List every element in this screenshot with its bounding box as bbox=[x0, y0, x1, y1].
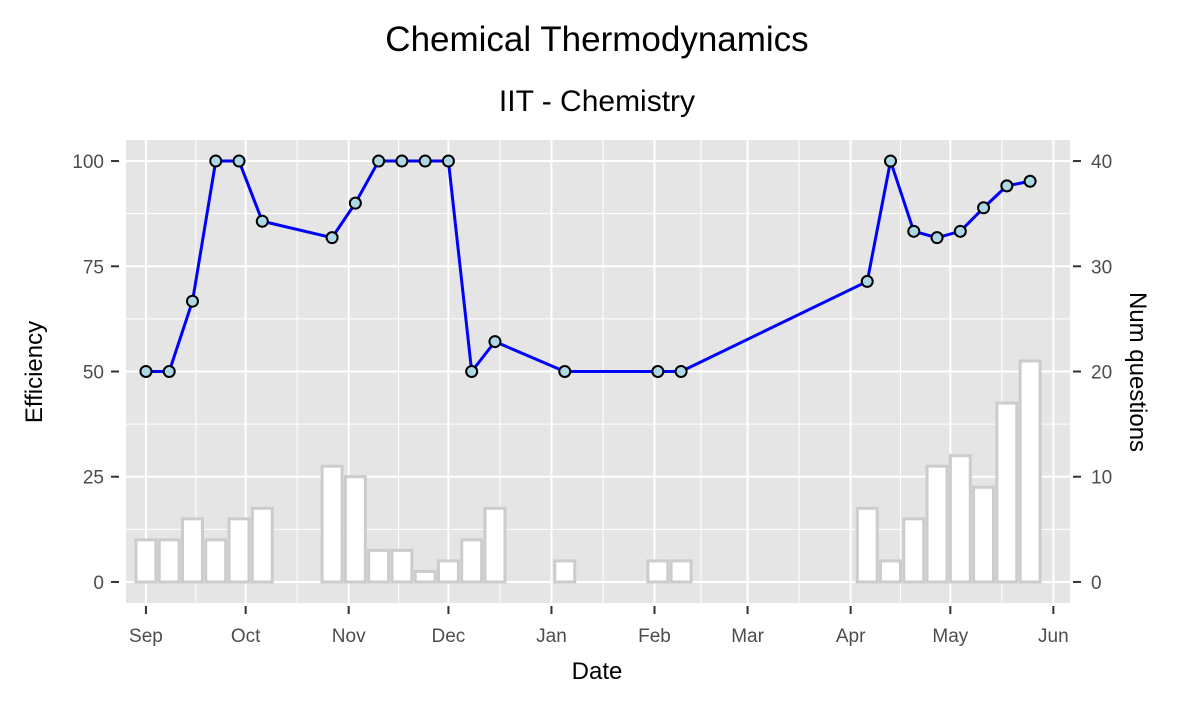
x-tick-label: Nov bbox=[332, 626, 366, 647]
efficiency-point bbox=[185, 294, 199, 308]
question-bar bbox=[995, 401, 1019, 584]
x-tick-label: Sep bbox=[129, 626, 163, 647]
y-axis-left: 0 25 50 75 100 bbox=[72, 152, 119, 594]
efficiency-point bbox=[232, 154, 246, 168]
y2-axis-title: Num questions bbox=[1124, 292, 1151, 452]
question-bar bbox=[413, 569, 437, 584]
x-tick-label: Dec bbox=[432, 626, 466, 647]
efficiency-point bbox=[441, 154, 455, 168]
question-bar bbox=[436, 559, 460, 584]
y-tick-label: 0 bbox=[93, 573, 104, 594]
y-tick-label: 75 bbox=[83, 257, 104, 278]
y-tick-label: 100 bbox=[72, 152, 104, 173]
efficiency-point bbox=[977, 201, 991, 215]
efficiency-point bbox=[348, 196, 362, 210]
question-bar bbox=[390, 548, 414, 584]
question-bar bbox=[367, 548, 391, 584]
y2-tick-label: 30 bbox=[1091, 257, 1112, 278]
question-bar bbox=[250, 506, 274, 584]
chart-title: Chemical Thermodynamics bbox=[385, 20, 808, 59]
efficiency-point bbox=[1000, 179, 1014, 193]
y2-tick-label: 10 bbox=[1091, 468, 1112, 489]
x-tick-label: May bbox=[932, 626, 968, 647]
chart-subtitle: IIT - Chemistry bbox=[499, 85, 695, 118]
efficiency-point bbox=[255, 214, 269, 228]
y-axis-right: 0 10 20 30 40 bbox=[1073, 152, 1112, 594]
x-axis-title: Date bbox=[572, 658, 623, 685]
question-bar bbox=[320, 464, 344, 584]
efficiency-point bbox=[209, 154, 223, 168]
x-tick-label: Jan bbox=[536, 626, 567, 647]
question-bar bbox=[157, 538, 181, 584]
efficiency-point bbox=[465, 365, 479, 378]
question-bar bbox=[483, 506, 507, 584]
efficiency-point bbox=[325, 231, 339, 245]
question-bar bbox=[134, 538, 158, 584]
x-tick-label: Apr bbox=[836, 626, 866, 647]
efficiency-point bbox=[418, 154, 432, 168]
efficiency-point bbox=[674, 365, 688, 378]
question-bar bbox=[948, 454, 972, 584]
question-bars bbox=[134, 359, 1042, 584]
question-bar bbox=[855, 506, 879, 584]
efficiency-point bbox=[139, 365, 153, 378]
x-axis: Sep Oct Nov Dec Jan Feb Mar Apr May Jun bbox=[129, 606, 1069, 647]
question-bar bbox=[925, 464, 949, 584]
question-bar bbox=[902, 517, 926, 584]
question-bar bbox=[227, 517, 251, 584]
y-axis-title: Efficiency bbox=[21, 321, 48, 423]
question-bar bbox=[646, 559, 670, 584]
question-bar bbox=[343, 475, 367, 584]
x-tick-label: Feb bbox=[638, 626, 671, 647]
efficiency-point bbox=[372, 154, 386, 168]
efficiency-point bbox=[1023, 174, 1037, 188]
y-tick-label: 50 bbox=[83, 363, 104, 384]
question-bar bbox=[181, 517, 204, 584]
question-bar bbox=[460, 538, 484, 584]
question-bar bbox=[972, 485, 996, 584]
efficiency-point bbox=[953, 224, 967, 238]
x-tick-label: Oct bbox=[231, 626, 261, 647]
question-bar bbox=[669, 559, 693, 584]
efficiency-point bbox=[162, 365, 176, 378]
x-tick-label: Mar bbox=[731, 626, 764, 647]
efficiency-point bbox=[651, 365, 665, 378]
efficiency-point bbox=[558, 365, 572, 378]
question-bar bbox=[1018, 359, 1042, 584]
x-tick-label: Jun bbox=[1038, 626, 1069, 647]
y2-tick-label: 20 bbox=[1091, 363, 1112, 384]
efficiency-point bbox=[884, 154, 898, 168]
efficiency-point bbox=[907, 224, 921, 238]
efficiency-point bbox=[488, 335, 502, 349]
efficiency-points bbox=[139, 154, 1037, 378]
efficiency-point bbox=[395, 154, 409, 168]
y2-tick-label: 40 bbox=[1091, 152, 1112, 173]
efficiency-point bbox=[930, 231, 944, 245]
question-bar bbox=[204, 538, 228, 584]
efficiency-point bbox=[860, 274, 874, 288]
question-bar bbox=[553, 559, 577, 584]
question-bar bbox=[879, 559, 902, 584]
y2-tick-label: 0 bbox=[1091, 573, 1102, 594]
y-tick-label: 25 bbox=[83, 468, 104, 489]
